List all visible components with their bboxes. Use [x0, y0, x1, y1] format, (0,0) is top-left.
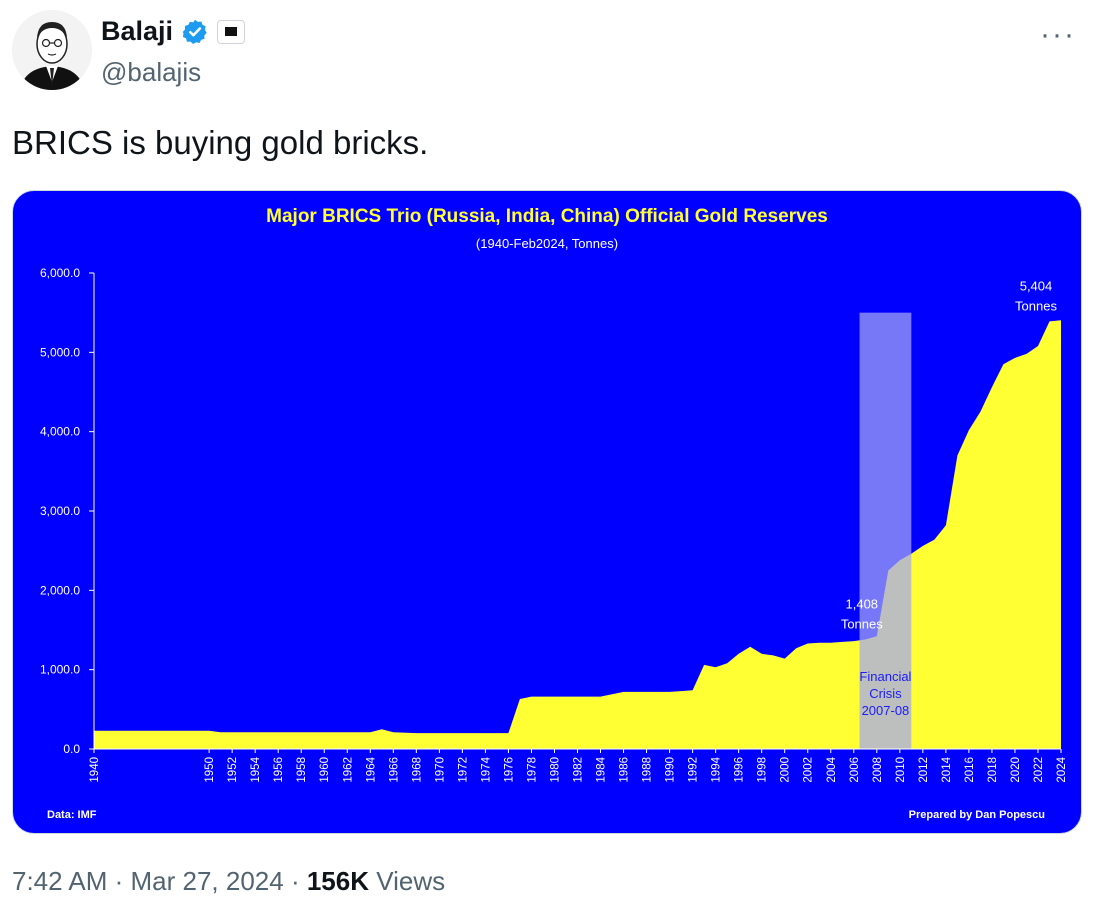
- x-tick-label: 1982: [573, 757, 585, 783]
- x-tick-label: 1966: [388, 757, 400, 783]
- avatar[interactable]: [12, 10, 92, 90]
- chart-source: Data: IMF: [47, 809, 97, 821]
- x-tick-label: 2020: [1010, 757, 1022, 783]
- annotation-label: Tonnes: [841, 616, 883, 631]
- annotation-label: 1,408: [846, 596, 879, 611]
- meta-separator: ·: [283, 866, 307, 896]
- x-tick-label: 2004: [826, 756, 838, 782]
- x-tick-label: 2006: [849, 757, 861, 783]
- gold-reserves-area: [94, 320, 1061, 749]
- x-tick-label: 1954: [250, 756, 262, 782]
- x-tick-label: 1994: [711, 756, 723, 782]
- x-tick-label: 1964: [365, 756, 377, 782]
- x-tick-label: 2010: [895, 757, 907, 783]
- author-handle[interactable]: @balajis: [101, 57, 202, 87]
- chart-subtitle: (1940-Feb2024, Tonnes): [476, 236, 618, 251]
- x-tick-label: 2000: [780, 757, 792, 783]
- tweet-date[interactable]: Mar 27, 2024: [130, 866, 284, 896]
- views-label: Views: [369, 866, 446, 896]
- x-tick-label: 1988: [642, 757, 654, 783]
- x-tick-label: 1972: [457, 757, 469, 783]
- highlight-label: Crisis: [869, 686, 902, 701]
- gold-reserves-chart: Major BRICS Trio (Russia, India, China) …: [40, 206, 1068, 821]
- tweet-text: BRICS is buying gold bricks.: [12, 124, 429, 161]
- more-options-icon[interactable]: ···: [1040, 18, 1076, 51]
- x-tick-label: 1978: [526, 757, 538, 783]
- y-tick-label: 4,000.0: [40, 425, 80, 439]
- x-tick-label: 1950: [204, 757, 216, 783]
- views-count: 156K: [306, 866, 369, 896]
- x-tick-label: 2024: [1056, 756, 1068, 782]
- x-tick-label: 1970: [434, 757, 446, 783]
- sketched-portrait-avatar: [12, 10, 92, 90]
- x-tick-label: 1956: [273, 757, 285, 783]
- highlight-label: 2007-08: [862, 703, 910, 718]
- x-tick-label: 1998: [757, 757, 769, 783]
- y-tick-label: 5,000.0: [40, 345, 80, 359]
- x-tick-label: 1990: [665, 757, 677, 783]
- x-tick-label: 1940: [89, 757, 101, 783]
- x-tick-label: 2018: [987, 757, 999, 783]
- annotation-label: 5,404: [1020, 278, 1053, 293]
- x-tick-label: 1962: [342, 757, 354, 783]
- x-tick-label: 2022: [1033, 757, 1045, 783]
- x-tick-label: 1958: [296, 757, 308, 783]
- x-tick-label: 2012: [918, 757, 930, 783]
- x-tick-label: 1996: [734, 757, 746, 783]
- x-tick-label: 1974: [480, 756, 492, 782]
- author-name[interactable]: Balaji: [101, 16, 174, 46]
- highlight-label: Financial: [859, 669, 911, 684]
- x-tick-label: 1980: [549, 757, 561, 783]
- tweet-time[interactable]: 7:42 AM: [12, 866, 108, 896]
- x-tick-label: 1968: [411, 757, 423, 783]
- tweet-media-chart[interactable]: Major BRICS Trio (Russia, India, China) …: [12, 190, 1082, 834]
- financial-crisis-highlight: [859, 312, 912, 749]
- x-tick-label: 1992: [688, 757, 700, 783]
- plot-area: Financial Crisis 2007-08 0.0 1,000.0 2,000.0 3…: [40, 266, 1068, 783]
- x-tick-label: 1986: [619, 757, 631, 783]
- annotation-label: Tonnes: [1015, 298, 1057, 313]
- x-tick-label: 1984: [596, 756, 608, 782]
- x-tick-label: 1960: [319, 757, 331, 783]
- chart-title: Major BRICS Trio (Russia, India, China) …: [266, 206, 828, 227]
- flag-badge-icon[interactable]: [217, 19, 246, 44]
- x-tick-label: 1976: [503, 757, 515, 783]
- y-tick-label: 1,000.0: [40, 663, 80, 677]
- author-name-row: Balaji: [101, 16, 246, 47]
- x-tick-label: 1952: [227, 757, 239, 783]
- y-tick-label: 2,000.0: [40, 583, 80, 597]
- x-tick-label: 2008: [872, 757, 884, 783]
- x-tick-label: 2016: [964, 757, 976, 783]
- x-tick-label: 2002: [803, 757, 815, 783]
- y-tick-label: 3,000.0: [40, 504, 80, 518]
- x-tick-label: 2014: [941, 756, 953, 782]
- tweet-meta: 7:42 AM · Mar 27, 2024 · 156K Views: [12, 866, 445, 897]
- y-tick-label: 6,000.0: [40, 266, 80, 280]
- verified-badge-icon[interactable]: [181, 18, 209, 46]
- chart-credit: Prepared by Dan Popescu: [909, 809, 1045, 821]
- y-tick-label: 0.0: [63, 742, 80, 756]
- meta-separator: ·: [107, 866, 131, 896]
